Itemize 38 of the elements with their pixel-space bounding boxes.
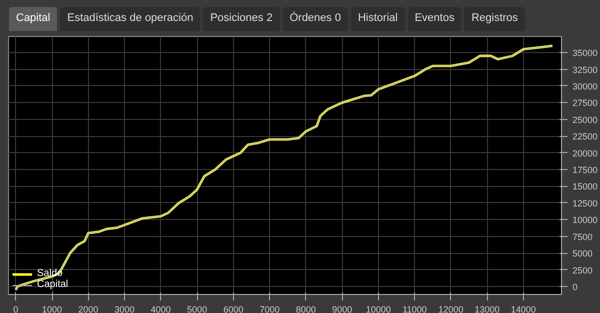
y-tick-label: 2500 <box>572 265 593 276</box>
x-tick-label: 13000 <box>474 304 500 313</box>
x-tick-label: 14000 <box>510 304 536 313</box>
x-tick-label: 4000 <box>150 304 171 313</box>
text: Registros <box>464 7 525 31</box>
x-tick-label: 6000 <box>223 304 244 313</box>
x-tick-label: 8000 <box>296 304 316 313</box>
y-tick-label: 15000 <box>572 182 598 192</box>
x-tick-label: 3000 <box>114 304 135 313</box>
y-tick-label: 0 <box>572 282 578 292</box>
y-tick-label: 25000 <box>572 114 598 125</box>
y-tick-label: 20000 <box>572 148 598 158</box>
text: Órdenes 0 <box>282 7 348 31</box>
x-tick-label: 5000 <box>187 304 208 313</box>
text: Capital <box>9 7 58 31</box>
y-tick-label: 5000 <box>572 248 593 259</box>
text: Historial <box>350 7 405 31</box>
y-tick-label: 30000 <box>572 81 598 92</box>
x-tick-label: 2000 <box>78 304 98 313</box>
x-tick-label: 0 <box>13 304 18 313</box>
text: Eventos <box>408 7 462 31</box>
y-tick-label: 32500 <box>572 64 598 75</box>
x-tick-label: 12000 <box>438 304 464 313</box>
y-tick-label: 22500 <box>572 132 598 142</box>
legend-label: Capital <box>37 279 68 290</box>
x-tick-label: 1000 <box>42 304 62 313</box>
x-tick-label: 7000 <box>260 304 280 313</box>
y-tick-label: 12500 <box>572 198 598 208</box>
x-tick-label: 9000 <box>332 304 352 313</box>
y-tick-label: 35000 <box>572 48 598 58</box>
text: Posiciones 2 <box>203 7 280 31</box>
text: Estadísticas de operación <box>60 7 200 31</box>
x-tick-label: 11000 <box>402 304 427 313</box>
y-tick-label: 10000 <box>572 215 598 226</box>
y-tick-label: 27500 <box>572 98 598 108</box>
y-tick-label: 7500 <box>572 232 593 242</box>
y-tick-label: 17500 <box>572 165 598 176</box>
x-tick-label: 10000 <box>366 304 391 313</box>
